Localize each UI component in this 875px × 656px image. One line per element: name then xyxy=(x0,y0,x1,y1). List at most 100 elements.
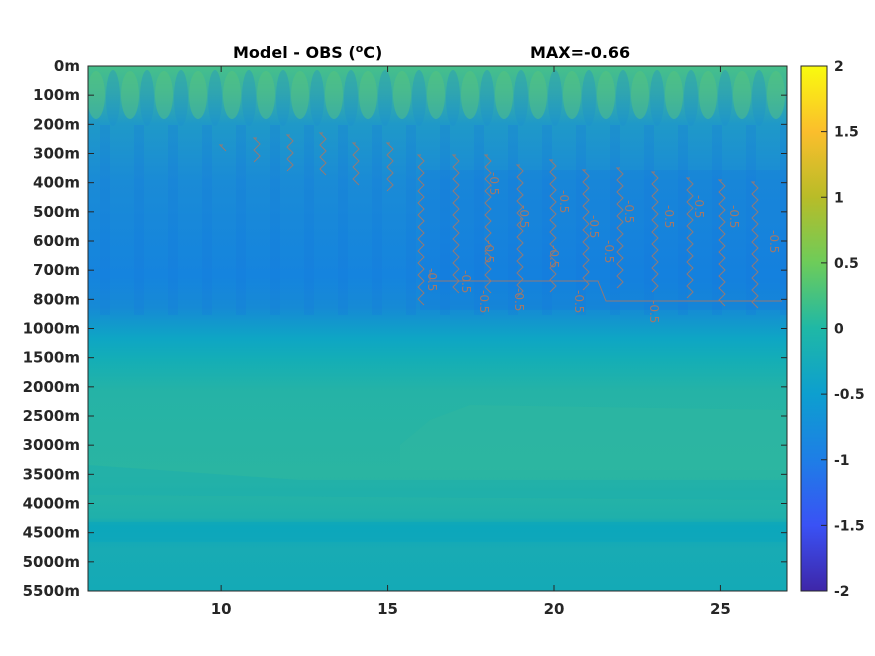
surface-warm-streak xyxy=(223,71,241,119)
contour-label: -0.5 xyxy=(517,205,531,228)
contour-line xyxy=(685,177,694,299)
cool-column xyxy=(746,125,756,315)
surface-cool-streak xyxy=(140,70,154,126)
contour-line xyxy=(717,179,726,307)
cold-core xyxy=(420,170,787,310)
contour-label: -0.5 xyxy=(692,195,706,218)
surface-warm-streak xyxy=(155,71,173,119)
surface-warm-streak xyxy=(733,71,751,119)
surface-cool-streak xyxy=(378,70,392,126)
contour-label: -0.5 xyxy=(487,172,501,195)
contour-label: -0.5 xyxy=(557,190,571,213)
cool-column xyxy=(134,125,144,315)
surface-cool-streak xyxy=(174,70,188,126)
y-tick-label: 3500m xyxy=(23,465,80,483)
contour-label: -0.5 xyxy=(477,290,491,313)
contour-label: -0.5 xyxy=(647,300,661,323)
surface-warm-streak xyxy=(121,71,139,119)
surface-cool-streak xyxy=(718,70,732,126)
contour-label: -0.5 xyxy=(727,205,741,228)
contour-label: -0.5 xyxy=(572,290,586,313)
contour-line xyxy=(650,171,659,293)
y-tick-label: 3000m xyxy=(23,436,80,454)
cool-column xyxy=(508,125,518,315)
cool-column xyxy=(712,125,722,315)
contour-line xyxy=(285,134,294,172)
y-tick-label: 600m xyxy=(33,232,80,250)
y-tick-label: 100m xyxy=(33,86,80,104)
y-tick-label: 800m xyxy=(33,290,80,308)
contour-line xyxy=(451,154,460,294)
surface-cool-streak xyxy=(582,70,596,126)
contour-label: -0.5 xyxy=(662,205,676,228)
surface-warm-streak xyxy=(257,71,275,119)
colorbar-tick-label: 1.5 xyxy=(834,125,859,141)
surface-warm-streak xyxy=(699,71,717,119)
surface-warm-streak xyxy=(495,71,513,119)
y-tick-label: 700m xyxy=(33,261,80,279)
surface-warm-streak xyxy=(189,71,207,119)
colorbar-tick-label: 0 xyxy=(834,322,844,338)
surface-warm-streak xyxy=(359,71,377,119)
surface-warm-streak xyxy=(665,71,683,119)
surface-warm-streak xyxy=(597,71,615,119)
contour-line xyxy=(351,142,360,186)
surface-cool-streak xyxy=(548,70,562,126)
contour-label: -0.5 xyxy=(547,245,561,268)
contour-label: -0.5 xyxy=(587,215,601,238)
surface-cool-streak xyxy=(480,70,494,126)
contour-label: -0.5 xyxy=(425,268,439,291)
y-tick-label: 5500m xyxy=(23,582,80,600)
y-axis: 0m 100m 200m 300m 400m 500m 600m 700m 800m 1000m 1… xyxy=(23,57,787,600)
surface-cool-streak xyxy=(514,70,528,126)
surface-cool-streak xyxy=(276,70,290,126)
cool-column xyxy=(168,125,178,315)
surface-cool-streak xyxy=(752,70,766,126)
cool-column xyxy=(202,125,212,315)
y-tick-label: 300m xyxy=(33,145,80,163)
chart-title: Model - OBS (oC) xyxy=(233,42,382,63)
surface-cool-streak xyxy=(310,70,324,126)
contour-label: -0.5 xyxy=(602,240,616,263)
surface-warm-streak xyxy=(529,71,547,119)
cool-column xyxy=(644,125,654,315)
y-tick-label: 1000m xyxy=(23,320,80,338)
contour-line xyxy=(218,144,227,152)
y-tick-label: 400m xyxy=(33,174,80,192)
deep-cool-band xyxy=(88,465,787,500)
colorbar-tick-label: -2 xyxy=(834,584,850,600)
x-tick-label: 15 xyxy=(377,600,398,618)
y-tick-label: 4000m xyxy=(23,495,80,513)
cool-column xyxy=(610,125,620,315)
contour-lines xyxy=(218,132,782,309)
contour-line xyxy=(416,154,425,306)
colorbar-tick-label: -1.5 xyxy=(834,518,865,534)
surface-warm-streak xyxy=(563,71,581,119)
surface-warm-streak xyxy=(291,71,309,119)
surface-warm-streak xyxy=(631,71,649,119)
surface-cool-streak xyxy=(242,70,256,126)
surface-warm-streak xyxy=(325,71,343,119)
surface-warm-streak xyxy=(427,71,445,119)
contour-label: -0.5 xyxy=(459,270,473,293)
max-annotation: MAX=-0.66 xyxy=(530,43,630,62)
surface-warm-streak xyxy=(461,71,479,119)
x-tick-label: 10 xyxy=(211,600,232,618)
cool-column xyxy=(236,125,246,315)
y-tick-label: 4500m xyxy=(23,524,80,542)
colorbar-tick-label: -0.5 xyxy=(834,387,865,403)
cool-column xyxy=(304,125,314,315)
cool-column xyxy=(780,125,787,315)
surface-cool-streak xyxy=(786,83,787,113)
abyss-band xyxy=(88,522,787,542)
y-tick-label: 1500m xyxy=(23,349,80,367)
contour-line xyxy=(385,142,394,192)
cool-column xyxy=(270,125,280,315)
colorbar-tick-label: 0.5 xyxy=(834,256,859,272)
colorbar-axis: 2 1.5 1 0.5 0 -0.5 -1 -1.5 -2 xyxy=(821,59,865,600)
cool-column xyxy=(576,125,586,315)
contour-line xyxy=(581,169,590,291)
heatmap-base xyxy=(88,66,787,591)
cool-column xyxy=(100,125,110,315)
